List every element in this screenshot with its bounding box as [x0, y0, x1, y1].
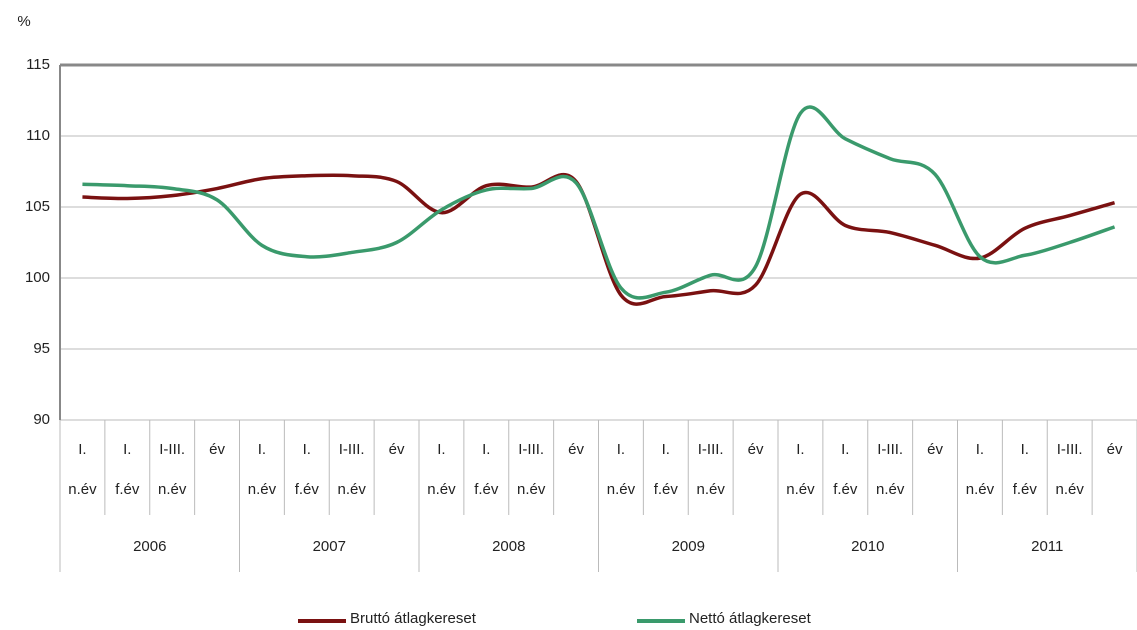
x-tick-label: f.év [833, 481, 858, 498]
x-tick-label: I-III. [698, 441, 724, 458]
y-tick-label: 105 [25, 198, 50, 215]
x-tick-label: év [1107, 441, 1123, 458]
x-tick-label: év [209, 441, 225, 458]
x-tick-label: f.év [654, 481, 679, 498]
x-tick-label: n.év [786, 481, 815, 498]
x-tick-label: év [389, 441, 405, 458]
x-tick-label: év [927, 441, 943, 458]
x-tick-label: I. [303, 441, 311, 458]
y-tick-label: 95 [33, 340, 50, 357]
legend-label: Nettó átlagkereset [689, 610, 812, 627]
year-label: 2006 [133, 538, 166, 555]
x-tick-label: n.év [68, 481, 97, 498]
x-tick-label: I-III. [159, 441, 185, 458]
y-tick-label: 110 [26, 127, 50, 144]
x-tick-label: I-III. [518, 441, 544, 458]
x-tick-label: f.év [474, 481, 499, 498]
x-tick-label: n.év [1056, 481, 1085, 498]
x-tick-label: f.év [1013, 481, 1038, 498]
x-tick-label: I-III. [1057, 441, 1083, 458]
y-axis-label: % [17, 13, 30, 30]
x-tick-label: I-III. [877, 441, 903, 458]
x-tick-label: I. [78, 441, 86, 458]
y-tick-label: 100 [25, 269, 50, 286]
x-tick-label: I. [841, 441, 849, 458]
year-label: 2011 [1031, 538, 1063, 555]
x-tick-label: n.év [697, 481, 726, 498]
x-tick-label: f.év [295, 481, 320, 498]
year-label: 2010 [851, 538, 884, 555]
x-tick-label: I-III. [339, 441, 365, 458]
year-label: 2007 [313, 538, 346, 555]
legend-label: Bruttó átlagkereset [350, 610, 477, 627]
x-tick-label: I. [437, 441, 445, 458]
x-tick-label: I. [1021, 441, 1029, 458]
x-tick-label: n.év [158, 481, 187, 498]
x-tick-label: I. [662, 441, 670, 458]
x-tick-label: f.év [115, 481, 140, 498]
x-tick-label: n.év [517, 481, 546, 498]
x-tick-label: n.év [966, 481, 995, 498]
y-tick-label: 90 [33, 411, 50, 428]
x-tick-label: I. [258, 441, 266, 458]
x-tick-label: n.év [876, 481, 905, 498]
year-label: 2009 [672, 538, 705, 555]
x-tick-label: n.év [338, 481, 367, 498]
x-tick-label: I. [123, 441, 131, 458]
x-tick-label: n.év [607, 481, 636, 498]
x-tick-label: n.év [248, 481, 277, 498]
x-tick-label: n.év [427, 481, 456, 498]
x-tick-label: I. [482, 441, 490, 458]
x-tick-label: I. [796, 441, 804, 458]
x-tick-label: év [568, 441, 584, 458]
x-tick-label: I. [976, 441, 984, 458]
x-tick-label: év [748, 441, 764, 458]
year-label: 2008 [492, 538, 525, 555]
x-tick-label: I. [617, 441, 625, 458]
series-line [82, 105, 1116, 300]
y-tick-label: 115 [26, 56, 50, 73]
